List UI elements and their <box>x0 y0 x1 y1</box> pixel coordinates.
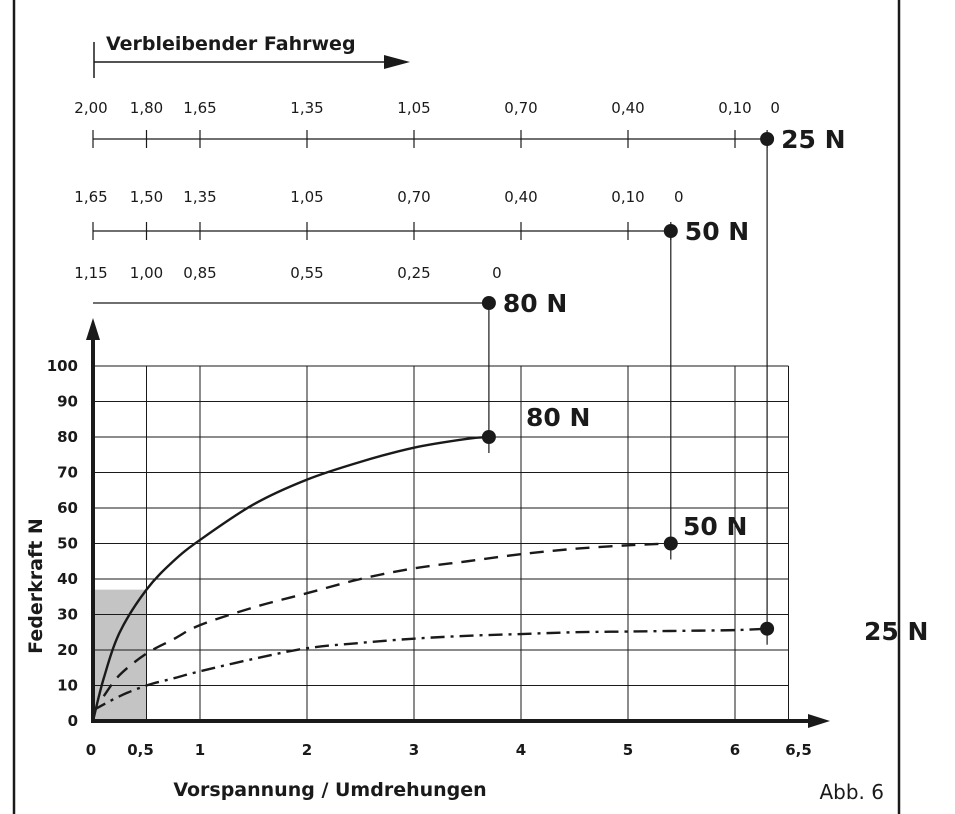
y-tick-label: 100 <box>47 357 78 375</box>
y-tick-label: 10 <box>57 677 78 695</box>
travel-tick-label: 1,05 <box>397 99 430 117</box>
travel-tick-label: 0,40 <box>504 188 537 206</box>
travel-tick-label: 1,50 <box>130 188 163 206</box>
travel-tick-label: 1,65 <box>74 188 107 206</box>
travel-scale-label: 25 N <box>781 125 845 154</box>
y-axis-title: Federkraft N <box>25 518 47 654</box>
x-tick-label: 6,5 <box>785 741 812 759</box>
travel-tick-label: 1,80 <box>130 99 163 117</box>
x-axis-title: Vorspannung / Umdrehungen <box>173 779 486 801</box>
travel-tick-label: 0 <box>674 188 684 206</box>
travel-endpoint-marker <box>760 132 775 146</box>
travel-tick-label: 1,65 <box>183 99 216 117</box>
x-tick-label: 1 <box>195 741 205 759</box>
x-tick-label: 5 <box>623 741 633 759</box>
plot-area: 0 0,5 1 2 3 4 5 6 6,5 0 10 20 30 40 50 60 70 80 90 100 80 N 5… <box>47 318 928 759</box>
travel-tick-label: 0,70 <box>504 99 537 117</box>
travel-tick-label: 0,40 <box>611 99 644 117</box>
y-tick-label: 0 <box>68 712 78 730</box>
series-endpoint-marker <box>760 621 775 636</box>
series-line-25n <box>92 627 768 712</box>
series-endpoint-marker <box>663 536 678 551</box>
y-tick-label: 70 <box>57 464 78 482</box>
y-tick-label: 60 <box>57 499 78 517</box>
series-line-50n <box>102 542 671 697</box>
travel-scale-label: 50 N <box>685 217 749 246</box>
y-tick-label: 80 <box>57 428 78 446</box>
series-label: 80 N <box>526 403 590 432</box>
x-tick-label: 3 <box>409 741 419 759</box>
travel-tick-label: 2,00 <box>74 99 107 117</box>
figure-label: Abb. 6 <box>819 780 884 804</box>
series-label: 50 N <box>683 512 747 541</box>
travel-header-arrowhead <box>384 55 410 69</box>
travel-tick-label: 1,35 <box>290 99 323 117</box>
travel-tick-label: 1,00 <box>130 264 163 282</box>
y-tick-label: 90 <box>57 393 78 411</box>
y-tick-label: 40 <box>57 570 78 588</box>
highlight-region <box>93 589 147 721</box>
x-tick-label: 6 <box>730 741 740 759</box>
x-tick-label: 0 <box>86 741 96 759</box>
travel-endpoint-marker <box>481 296 496 310</box>
travel-tick-label: 0,55 <box>290 264 323 282</box>
travel-endpoint-marker <box>663 224 678 238</box>
x-tick-label: 0,5 <box>127 741 154 759</box>
travel-tick-label: 1,05 <box>290 188 323 206</box>
travel-tick-label: 1,35 <box>183 188 216 206</box>
y-axis-arrowhead <box>86 318 100 340</box>
x-tick-label: 4 <box>516 741 526 759</box>
travel-scales: 2,00 1,80 1,65 1,35 1,05 0,70 0,40 0,10 025 N1,6… <box>74 99 846 629</box>
travel-tick-label: 0,25 <box>397 264 430 282</box>
travel-tick-label: 0 <box>492 264 502 282</box>
x-axis-arrowhead <box>808 714 830 728</box>
travel-tick-label: 0,70 <box>397 188 430 206</box>
travel-scale-label: 80 N <box>503 289 567 318</box>
x-tick-label: 2 <box>302 741 312 759</box>
travel-tick-label: 0,10 <box>611 188 644 206</box>
travel-tick-label: 0,10 <box>718 99 751 117</box>
y-tick-label: 50 <box>57 535 78 553</box>
y-tick-label: 20 <box>57 641 78 659</box>
travel-tick-label: 0,85 <box>183 264 216 282</box>
y-tick-label: 30 <box>57 606 78 624</box>
travel-tick-label: 0 <box>770 99 780 117</box>
travel-header-title: Verbleibender Fahrweg <box>106 33 356 55</box>
travel-tick-label: 1,15 <box>74 264 107 282</box>
series-label: 25 N <box>864 617 928 646</box>
series-line-80n <box>91 435 489 722</box>
series-endpoint-marker <box>481 430 496 444</box>
